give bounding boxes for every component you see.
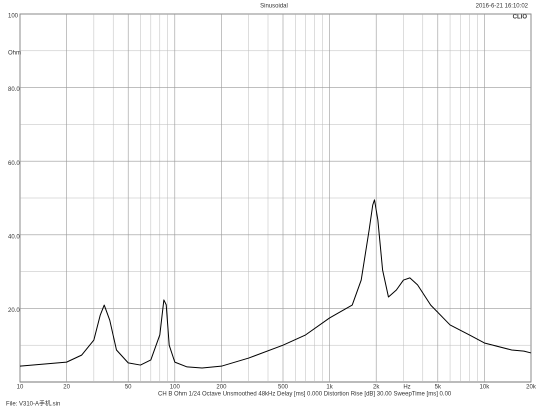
chart-title: Sinusoidal [260,4,288,10]
y-axis-label: Ohm [8,50,21,56]
x-tick-label: 20k [526,385,537,391]
x-tick-label: 10 [17,385,24,391]
x-tick-label: 5k [435,385,442,391]
x-tick-label: 1k [326,385,333,391]
x-tick-label: 50 [125,385,132,391]
timestamp: 2016-6-21 16:10:02 [476,4,529,10]
x-axis-label: Hz [403,385,410,391]
y-tick-label: 20.0 [8,308,20,314]
y-tick-label: 40.0 [8,234,20,240]
x-tick-label: 20 [63,385,70,391]
x-tick-label: 2k [373,385,380,391]
info: CH B Ohm 1/24 Octave Unsmoothed 48kHz De… [158,392,452,398]
brand: CLIO [513,15,528,21]
x-tick-label: 500 [278,385,289,391]
file-name: File: V310-A手机.sin [6,400,60,408]
impedance-curve [19,199,532,369]
x-tick-label: 10k [480,385,491,391]
y-tick-label: 80.0 [8,87,20,93]
x-tick-label: 100 [170,385,181,391]
y-tick-label: 60.0 [8,161,20,167]
x-tick-label: 200 [216,385,227,391]
y-tick-label: 100 [8,14,19,20]
